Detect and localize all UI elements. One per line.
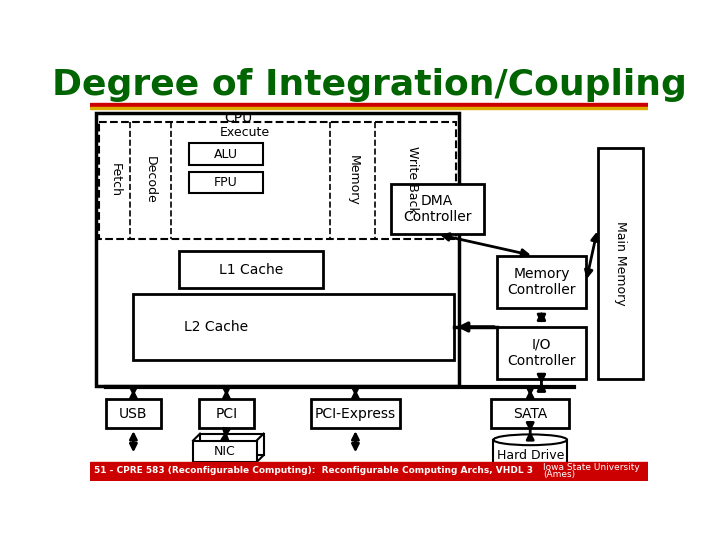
Bar bbox=[132, 294, 454, 360]
Text: ALU: ALU bbox=[214, 147, 238, 160]
Text: PCI-Express: PCI-Express bbox=[315, 407, 396, 421]
Text: L2 Cache: L2 Cache bbox=[184, 320, 248, 334]
Text: Iowa State University: Iowa State University bbox=[544, 463, 640, 472]
Ellipse shape bbox=[493, 434, 567, 445]
Bar bbox=[497, 256, 586, 308]
Bar bbox=[391, 184, 484, 234]
Text: Write Back: Write Back bbox=[406, 146, 419, 214]
Bar bbox=[189, 172, 263, 193]
Bar bbox=[497, 327, 586, 379]
Text: Memory
Controller: Memory Controller bbox=[507, 267, 576, 297]
Bar bbox=[90, 103, 648, 107]
Text: (Ames): (Ames) bbox=[544, 470, 575, 479]
Text: I/O
Controller: I/O Controller bbox=[507, 338, 576, 368]
Text: DMA
Controller: DMA Controller bbox=[403, 194, 472, 224]
Bar bbox=[493, 440, 567, 469]
Text: PCI: PCI bbox=[215, 407, 238, 421]
Text: Main Memory: Main Memory bbox=[613, 221, 626, 306]
Text: L1 Cache: L1 Cache bbox=[219, 262, 283, 276]
Bar bbox=[598, 148, 642, 379]
Text: 51 - CPRE 583 (Reconfigurable Computing):  Reconfigurable Computing Archs, VHDL : 51 - CPRE 583 (Reconfigurable Computing)… bbox=[94, 466, 533, 475]
Bar bbox=[199, 399, 254, 428]
Bar bbox=[189, 143, 263, 165]
Text: Hard Drive: Hard Drive bbox=[497, 449, 564, 462]
Text: CPU: CPU bbox=[225, 111, 253, 125]
Text: Memory: Memory bbox=[347, 155, 360, 206]
Text: USB: USB bbox=[119, 407, 148, 421]
Text: Fetch: Fetch bbox=[108, 163, 121, 197]
Bar bbox=[179, 251, 323, 288]
Bar bbox=[96, 112, 459, 386]
Bar bbox=[90, 462, 648, 481]
Text: NIC: NIC bbox=[214, 445, 235, 458]
Bar bbox=[193, 441, 256, 462]
Text: Degree of Integration/Coupling: Degree of Integration/Coupling bbox=[52, 68, 686, 102]
Bar bbox=[99, 122, 456, 239]
Text: FPU: FPU bbox=[214, 176, 238, 189]
Text: Execute: Execute bbox=[220, 126, 270, 139]
Bar bbox=[311, 399, 400, 428]
Text: SATA: SATA bbox=[513, 407, 547, 421]
Bar bbox=[200, 434, 264, 455]
Text: Decode: Decode bbox=[144, 157, 157, 204]
Bar bbox=[106, 399, 161, 428]
Bar bbox=[90, 107, 648, 110]
Bar bbox=[492, 399, 569, 428]
